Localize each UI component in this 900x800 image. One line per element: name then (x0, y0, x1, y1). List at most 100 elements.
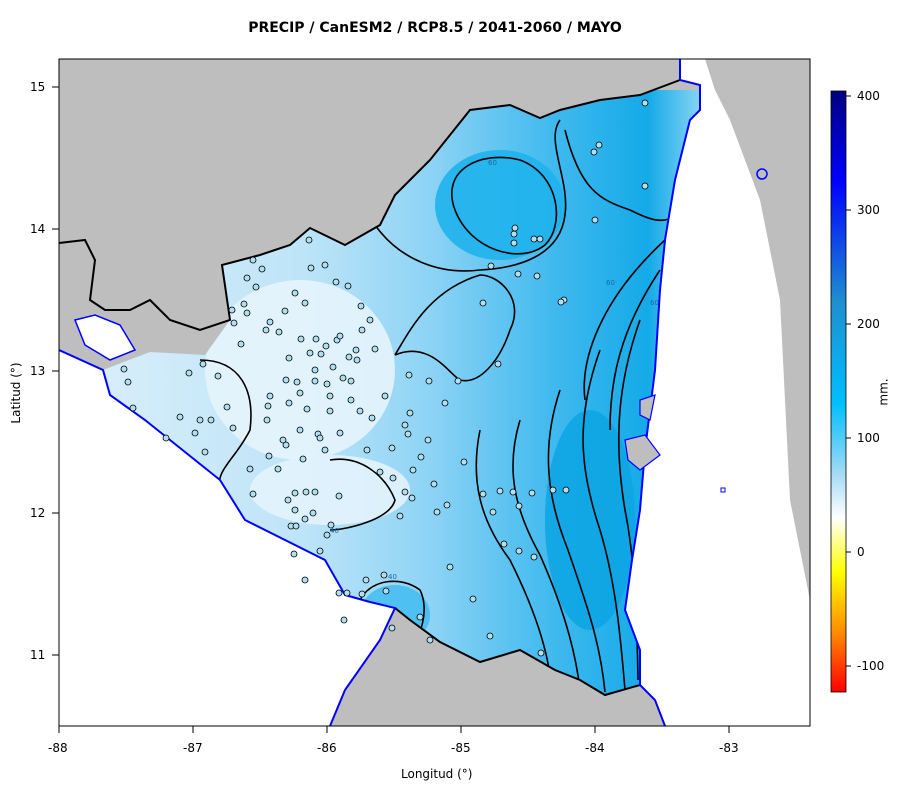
colorbar-tick-label: -100 (857, 659, 885, 673)
station-marker (549, 486, 557, 494)
station-marker (479, 490, 487, 498)
station-marker (229, 424, 237, 432)
station-marker (176, 413, 184, 421)
station-marker (265, 452, 273, 460)
station-marker (416, 613, 424, 621)
station-marker (305, 236, 313, 244)
y-tick-label: 15 (30, 80, 46, 94)
station-marker (537, 649, 545, 657)
colorbar-ticks (846, 95, 851, 667)
x-tick-label: -87 (183, 741, 203, 755)
station-marker (406, 409, 414, 417)
station-marker (322, 342, 330, 350)
station-marker (425, 377, 433, 385)
station-marker (345, 353, 353, 361)
station-marker (240, 300, 248, 308)
coastal-lagoon (639, 394, 656, 421)
northern-border (59, 79, 681, 332)
station-marker (528, 489, 536, 497)
station-marker (494, 360, 502, 368)
station-marker (291, 289, 299, 297)
station-marker (357, 302, 365, 310)
station-marker (274, 465, 282, 473)
x-axis-label: Longitud (°) (401, 767, 473, 781)
station-marker (266, 392, 274, 400)
station-marker (424, 436, 432, 444)
x-axis-ticks (58, 726, 730, 733)
pacific-coastline (59, 349, 397, 726)
station-marker (339, 374, 347, 382)
station-marker (408, 494, 416, 502)
station-marker (316, 434, 324, 442)
station-marker (530, 235, 538, 243)
station-marker (237, 340, 245, 348)
station-marker (266, 318, 274, 326)
station-marker (441, 399, 449, 407)
x-tick-label: -83 (719, 741, 739, 755)
station-marker (511, 224, 519, 232)
station-marker (249, 256, 257, 264)
station-marker (454, 377, 462, 385)
station-marker (284, 496, 292, 504)
station-marker (185, 369, 193, 377)
station-marker (316, 547, 324, 555)
station-marker (336, 332, 344, 340)
station-marker (323, 380, 331, 388)
station-marker (368, 414, 376, 422)
station-marker (301, 576, 309, 584)
station-marker (487, 262, 495, 270)
station-marker (285, 354, 293, 362)
station-marker (352, 346, 360, 354)
station-marker (302, 488, 310, 496)
station-marker (536, 235, 544, 243)
station-marker (327, 521, 335, 529)
station-marker (292, 522, 300, 530)
x-tick-label: -85 (451, 741, 471, 755)
station-marker (228, 306, 236, 314)
station-marker (196, 416, 204, 424)
station-marker (460, 458, 468, 466)
y-tick-label: 13 (30, 364, 46, 378)
station-marker (201, 448, 209, 456)
station-marker (388, 624, 396, 632)
station-marker (389, 474, 397, 482)
station-marker (404, 430, 412, 438)
station-marker (469, 595, 477, 603)
station-marker (496, 487, 504, 495)
station-marker (443, 501, 451, 509)
station-marker (562, 486, 570, 494)
station-marker (312, 335, 320, 343)
station-marker (533, 272, 541, 280)
station-marker (303, 405, 311, 413)
colorbar-tick-label: 400 (857, 89, 880, 103)
colorbar-tick-label: 0 (857, 545, 865, 559)
station-marker (124, 378, 132, 386)
station-marker (282, 376, 290, 384)
station-marker (396, 512, 404, 520)
station-marker (430, 480, 438, 488)
station-marker (296, 426, 304, 434)
station-marker (515, 502, 523, 510)
station-marker (307, 264, 315, 272)
contour-label: 40 (388, 573, 397, 581)
station-marker (433, 508, 441, 516)
station-marker (264, 402, 272, 410)
station-marker (258, 265, 266, 273)
station-marker (332, 278, 340, 286)
y-axis-ticks (52, 86, 59, 656)
station-markers (120, 99, 649, 657)
station-marker (335, 492, 343, 500)
contour-label: 60 (606, 279, 615, 287)
station-marker (363, 446, 371, 454)
station-marker (380, 571, 388, 579)
station-marker (409, 466, 417, 474)
station-marker (381, 392, 389, 400)
station-marker (275, 328, 283, 336)
station-marker (230, 319, 238, 327)
contour-label: 60 (488, 159, 497, 167)
station-marker (371, 345, 379, 353)
x-tick-label: -86 (317, 741, 337, 755)
station-marker (291, 489, 299, 497)
island (756, 168, 768, 180)
